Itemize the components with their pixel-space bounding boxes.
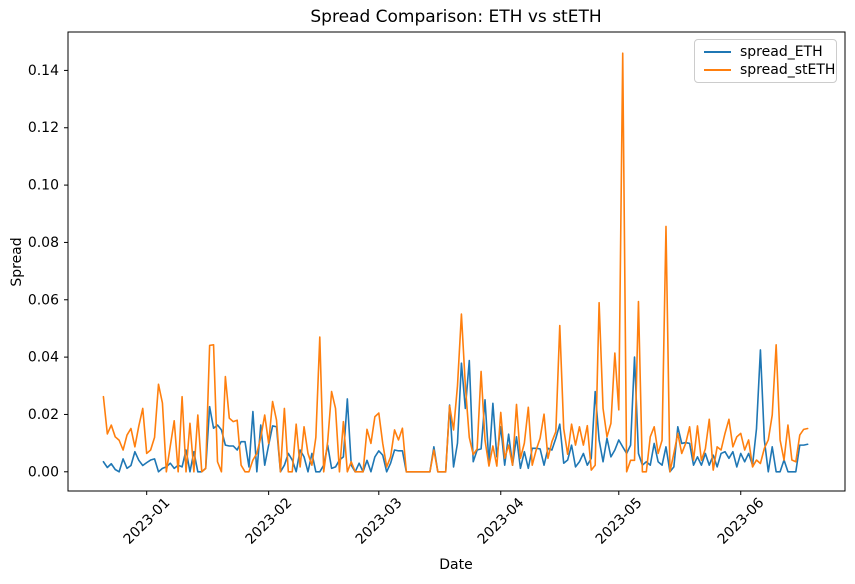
legend-label: spread_ETH xyxy=(740,44,823,60)
x-axis-label: Date xyxy=(439,557,473,573)
series-line-spread_stETH xyxy=(102,52,809,473)
legend-line-sample-steth xyxy=(704,68,731,72)
legend-line-sample-eth xyxy=(704,50,731,54)
x-tick-label: 2023-05 xyxy=(593,495,646,548)
y-tick-label: 0.04 xyxy=(28,350,59,366)
legend-entry: spread_stETH xyxy=(704,61,835,79)
legend-entry: spread_ETH xyxy=(704,43,830,61)
legend-label: spread_stETH xyxy=(740,62,836,78)
y-tick-label: 0.08 xyxy=(28,235,59,251)
x-tick-label: 2023-03 xyxy=(353,495,406,548)
x-tick-label: 2023-04 xyxy=(475,495,528,548)
series-line-spread_ETH xyxy=(102,349,809,473)
chart-title: Spread Comparison: ETH vs stETH xyxy=(310,7,602,27)
y-tick-label: 0.12 xyxy=(28,120,59,136)
y-tick-label: 0.02 xyxy=(28,407,59,423)
legend: spread_ETH spread_stETH xyxy=(694,39,837,83)
x-tick-label: 2023-01 xyxy=(121,495,174,548)
y-tick-label: 0.10 xyxy=(28,178,59,194)
x-tick-label: 2023-02 xyxy=(243,495,296,548)
y-tick-label: 0.06 xyxy=(28,292,59,308)
axes-frame xyxy=(67,31,846,492)
y-axis-label: Spread xyxy=(9,237,25,287)
y-tick-label: 0.14 xyxy=(28,63,59,79)
y-tick-label: 0.00 xyxy=(28,464,59,480)
x-tick-label: 2023-06 xyxy=(715,495,768,548)
